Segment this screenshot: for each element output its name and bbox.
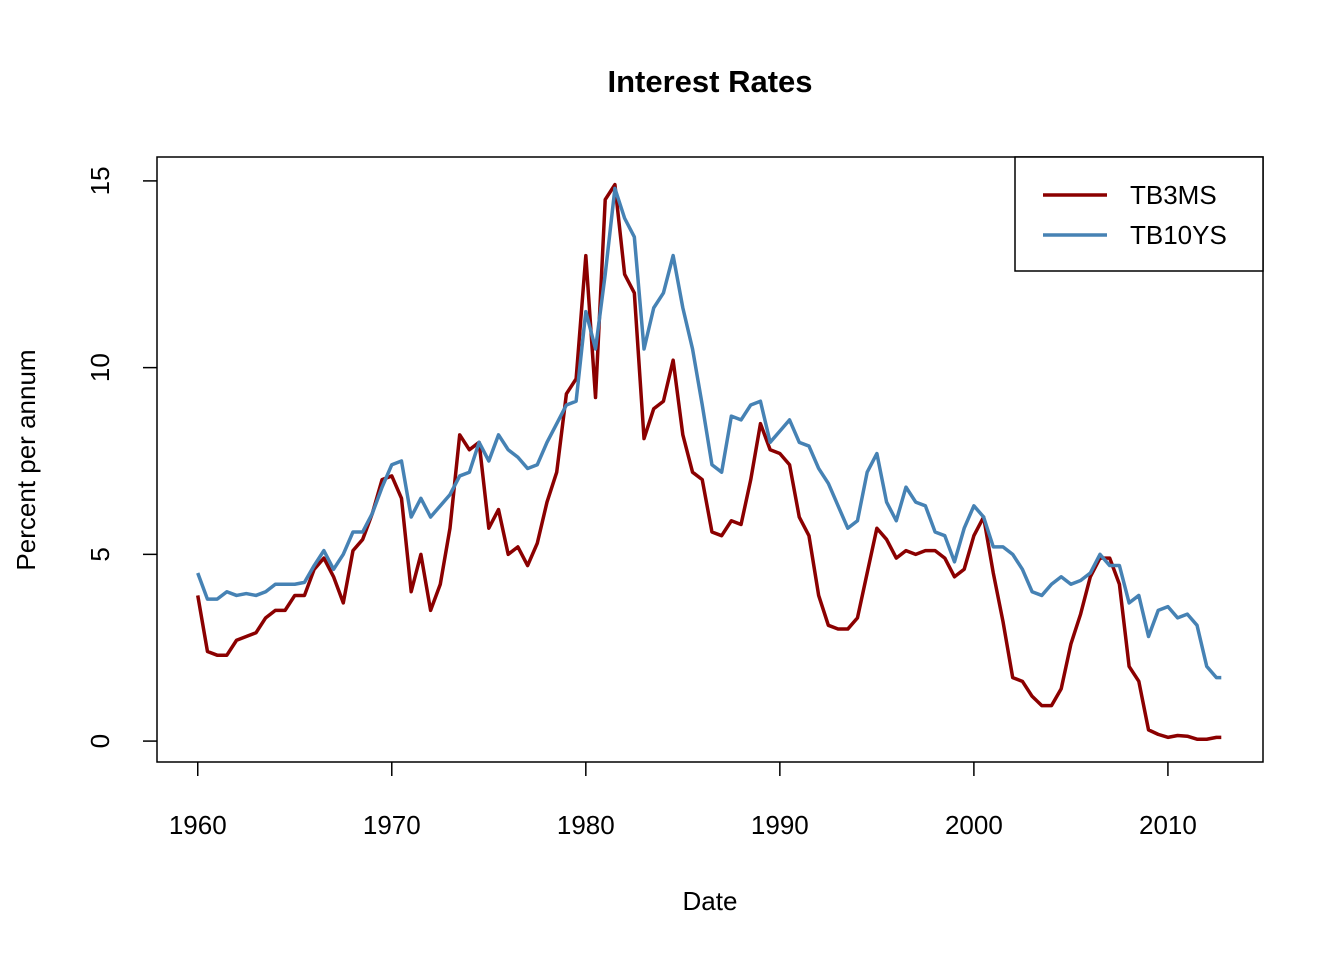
y-axis-label: Percent per annum — [11, 349, 41, 570]
x-tick-label: 1960 — [169, 810, 227, 840]
x-tick-label: 2000 — [945, 810, 1003, 840]
legend-label: TB10YS — [1130, 220, 1227, 250]
x-tick-label: 1990 — [751, 810, 809, 840]
y-tick-label: 5 — [85, 547, 115, 561]
chart-title: Interest Rates — [607, 64, 812, 99]
legend-box — [1014, 156, 1264, 272]
plot-frame — [156, 156, 1264, 763]
y-tick-label: 10 — [85, 353, 115, 382]
x-tick-label: 1980 — [557, 810, 615, 840]
y-tick-label: 0 — [85, 734, 115, 748]
line-series — [196, 186, 1222, 680]
x-axis-label: Date — [683, 886, 738, 916]
legend-label: TB3MS — [1130, 180, 1217, 210]
y-tick-label: 15 — [85, 166, 115, 195]
x-tick-label: 1970 — [363, 810, 421, 840]
x-tick-label: 2010 — [1139, 810, 1197, 840]
